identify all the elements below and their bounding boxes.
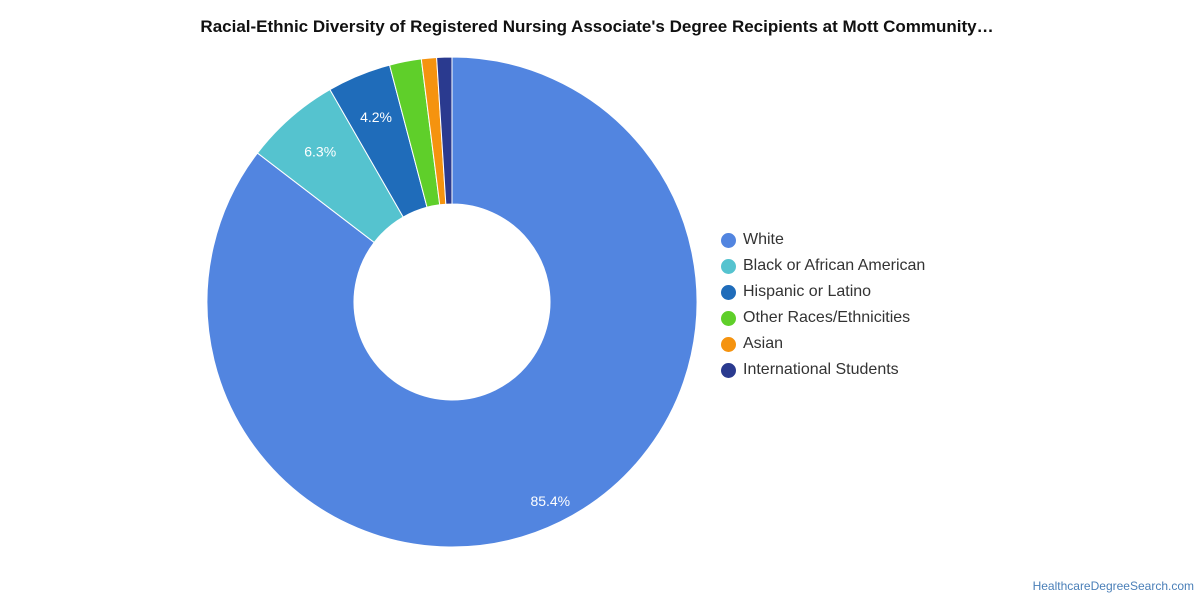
slice-white[interactable] — [206, 56, 698, 548]
chart-legend: White Black or African American Hispanic o… — [721, 227, 925, 383]
legend-item-black-or-african-american[interactable]: Black or African American — [721, 253, 925, 279]
legend-swatch-icon — [721, 258, 736, 274]
legend-swatch-icon — [721, 232, 736, 248]
slice-international-students[interactable] — [436, 56, 453, 205]
legend-label: Asian — [743, 335, 784, 352]
legend-label: International Students — [743, 361, 899, 378]
legend-item-other-races-ethnicities[interactable]: Other Races/Ethnicities — [721, 305, 925, 331]
slice-label-black-or-african-american: 6.3% — [304, 144, 336, 160]
source-link[interactable]: HealthcareDegreeSearch.com — [1032, 579, 1194, 593]
legend-item-asian[interactable]: Asian — [721, 331, 925, 357]
legend-swatch-icon — [721, 362, 736, 378]
legend-item-hispanic-or-latino[interactable]: Hispanic or Latino — [721, 279, 925, 305]
legend-item-international-students[interactable]: International Students — [721, 357, 925, 383]
slice-label-white: 85.4% — [530, 493, 570, 509]
legend-label: Black or African American — [743, 257, 926, 274]
slice-label-hispanic-or-latino: 4.2% — [360, 109, 392, 125]
chart-title: Racial-Ethnic Diversity of Registered Nu… — [200, 17, 994, 36]
legend-swatch-icon — [721, 336, 736, 352]
legend-swatch-icon — [721, 310, 736, 326]
legend-label: Other Races/Ethnicities — [743, 309, 911, 326]
legend-label: Hispanic or Latino — [743, 283, 872, 300]
legend-label: White — [743, 231, 784, 248]
legend-swatch-icon — [721, 284, 736, 300]
legend-item-white[interactable]: White — [721, 227, 925, 253]
